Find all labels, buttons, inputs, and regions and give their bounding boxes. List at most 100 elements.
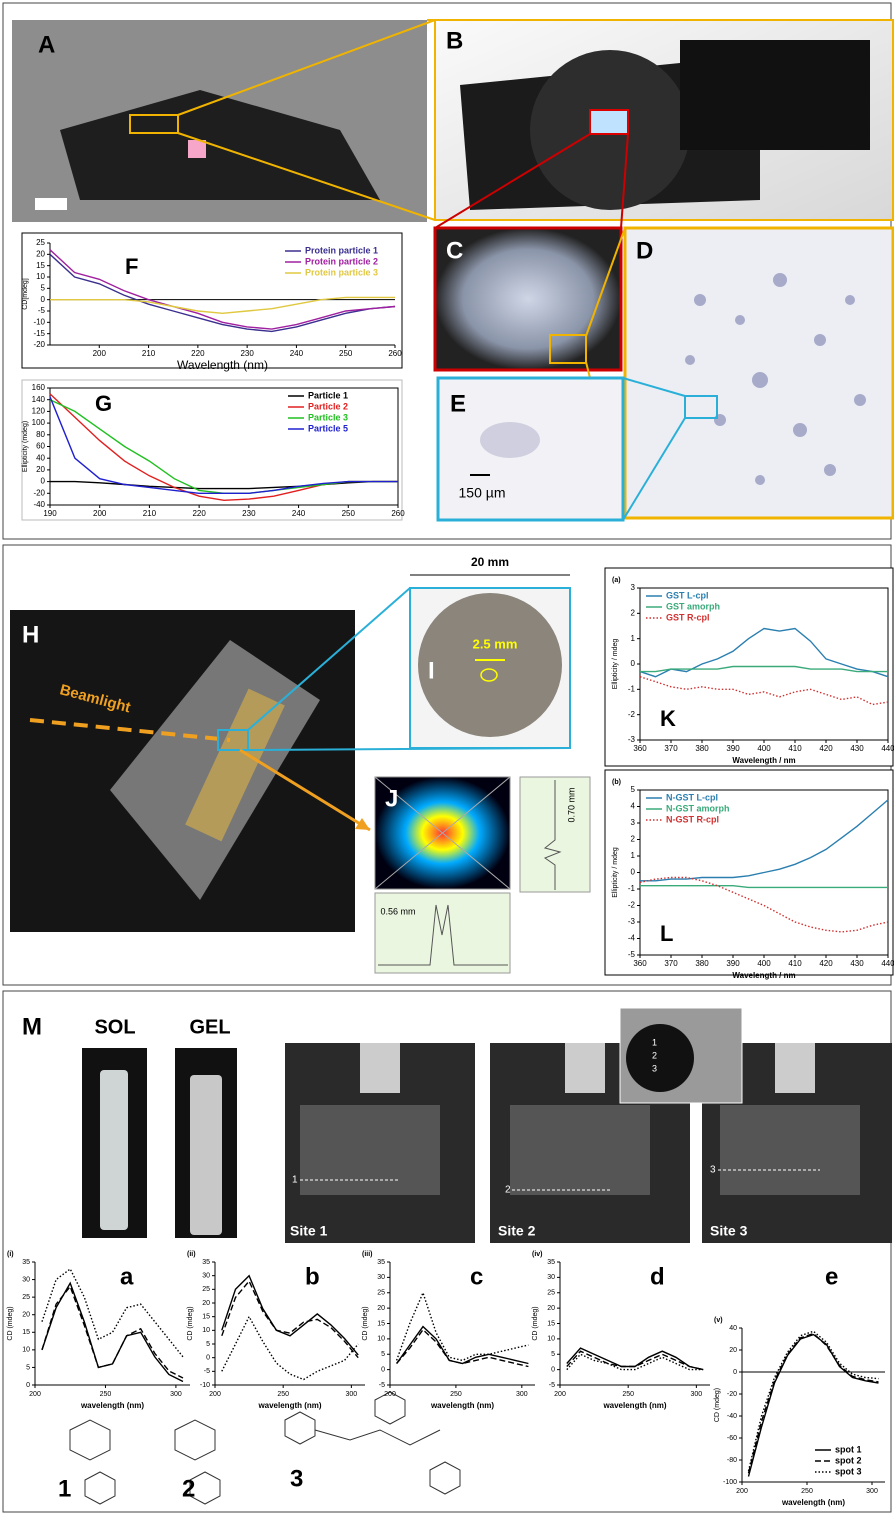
x-axis-label: wavelength (nm) bbox=[80, 1401, 144, 1410]
panel-letter: e bbox=[825, 1263, 838, 1290]
x-tick-label: 380 bbox=[695, 959, 709, 968]
x-tick-label: 250 bbox=[277, 1391, 289, 1398]
panel-tag: (iv) bbox=[532, 1251, 543, 1258]
panel-letter: G bbox=[95, 391, 112, 416]
x-tick-label: 440 bbox=[881, 744, 894, 753]
y-tick-label: -5 bbox=[549, 1382, 555, 1389]
y-tick-label: 0 bbox=[41, 295, 46, 304]
x-tick-label: 400 bbox=[757, 959, 771, 968]
data-line bbox=[222, 1276, 358, 1355]
y-tick-label: -80 bbox=[727, 1457, 737, 1464]
x-tick-label: 430 bbox=[850, 744, 864, 753]
panel-letter: C bbox=[446, 237, 463, 264]
dimension-label: 20 mm bbox=[471, 555, 509, 569]
y-tick-label: 10 bbox=[547, 1336, 555, 1343]
y-tick-label: 4 bbox=[631, 802, 636, 811]
x-tick-label: 300 bbox=[346, 1391, 358, 1398]
x-tick-label: 440 bbox=[881, 959, 894, 968]
y-tick-label: 15 bbox=[36, 261, 45, 270]
x-tick-label: 200 bbox=[209, 1391, 221, 1398]
x-tick-label: 390 bbox=[726, 744, 740, 753]
vial bbox=[100, 1070, 128, 1230]
x-axis-label: wavelength (nm) bbox=[430, 1401, 494, 1410]
y-tick-label: -20 bbox=[33, 488, 45, 497]
y-tick-label: 5 bbox=[381, 1351, 385, 1358]
x-tick-label: 200 bbox=[384, 1391, 396, 1398]
legend-label: spot 3 bbox=[835, 1466, 862, 1476]
chart-frame bbox=[605, 770, 893, 975]
panel-tag: (b) bbox=[612, 779, 621, 786]
y-tick-label: 20 bbox=[729, 1347, 737, 1354]
x-tick-label: 300 bbox=[866, 1488, 878, 1495]
x-axis-label: Wavelength / nm bbox=[732, 756, 795, 765]
x-tick-label: 200 bbox=[736, 1488, 748, 1495]
legend-label: GST R-cpl bbox=[666, 612, 710, 622]
disk bbox=[418, 593, 562, 737]
y-tick-label: 25 bbox=[36, 238, 45, 247]
y-tick-label: 10 bbox=[22, 1347, 30, 1354]
panel-letter: K bbox=[660, 706, 676, 731]
spot-label: 2.5 mm bbox=[473, 636, 518, 651]
x-tick-label: 200 bbox=[554, 1391, 566, 1398]
x-tick-label: 300 bbox=[691, 1391, 703, 1398]
panel-letter: c bbox=[470, 1263, 483, 1290]
y-tick-label: 25 bbox=[22, 1294, 30, 1301]
x-tick-label: 200 bbox=[29, 1391, 41, 1398]
legend-label: Protein particle 1 bbox=[305, 245, 378, 255]
x-axis-label: Wavelength / nm bbox=[732, 971, 795, 980]
x-tick-label: 430 bbox=[850, 959, 864, 968]
panel-letter: E bbox=[450, 390, 466, 417]
y-axis-label: CD (mdeg) bbox=[187, 1306, 194, 1340]
site-mark: 2 bbox=[505, 1185, 511, 1196]
data-line bbox=[42, 1283, 183, 1381]
y-tick-label: 20 bbox=[202, 1300, 210, 1307]
x-tick-label: 200 bbox=[93, 509, 107, 518]
y-tick-label: 140 bbox=[32, 395, 46, 404]
x-tick-label: 300 bbox=[170, 1391, 182, 1398]
y-tick-label: -40 bbox=[33, 500, 45, 509]
data-line bbox=[397, 1327, 529, 1364]
y-tick-label: 20 bbox=[377, 1305, 385, 1312]
y-tick-label: 120 bbox=[32, 407, 46, 416]
y-tick-label: 0 bbox=[551, 1366, 555, 1373]
y-tick-label: 30 bbox=[547, 1274, 555, 1281]
y-tick-label: 40 bbox=[36, 453, 45, 462]
x-tick-label: 210 bbox=[142, 349, 156, 358]
y-tick-label: -60 bbox=[727, 1435, 737, 1442]
x-tick-label: 250 bbox=[100, 1391, 112, 1398]
y-tick-label: -20 bbox=[33, 340, 45, 349]
x-tick-label: 410 bbox=[788, 959, 802, 968]
inset-spot: 3 bbox=[652, 1063, 657, 1073]
legend-label: N-GST amorph bbox=[666, 803, 730, 813]
x-tick-label: 250 bbox=[450, 1391, 462, 1398]
x-axis-label: wavelength (nm) bbox=[781, 1498, 845, 1507]
y-tick-label: 35 bbox=[547, 1259, 555, 1266]
site-photos bbox=[285, 1008, 892, 1243]
data-line bbox=[42, 1269, 183, 1357]
x-tick-label: 420 bbox=[819, 744, 833, 753]
x-tick-label: 410 bbox=[788, 744, 802, 753]
y-tick-label: 2 bbox=[631, 608, 636, 617]
profile-label: 0.56 mm bbox=[380, 906, 415, 916]
y-tick-label: 30 bbox=[22, 1276, 30, 1283]
y-tick-label: 30 bbox=[377, 1274, 385, 1281]
panel-letter: b bbox=[305, 1263, 320, 1290]
y-tick-label: -4 bbox=[628, 934, 636, 943]
y-tick-label: 20 bbox=[547, 1305, 555, 1312]
x-tick-label: 360 bbox=[633, 959, 647, 968]
legend-label: Particle 1 bbox=[308, 390, 348, 400]
y-tick-label: 3 bbox=[631, 583, 636, 592]
y-tick-label: 10 bbox=[377, 1336, 385, 1343]
y-tick-label: 15 bbox=[547, 1320, 555, 1327]
legend-label: Protein particle 2 bbox=[305, 256, 378, 266]
site-label: Site 3 bbox=[710, 1223, 748, 1239]
inset-spot: 2 bbox=[652, 1050, 657, 1060]
y-tick-label: 0 bbox=[381, 1366, 385, 1373]
y-tick-label: -1 bbox=[628, 884, 636, 893]
x-tick-label: 380 bbox=[695, 744, 709, 753]
y-tick-label: 35 bbox=[377, 1259, 385, 1266]
y-tick-label: 20 bbox=[22, 1312, 30, 1319]
y-tick-label: 1 bbox=[631, 634, 636, 643]
x-tick-label: 370 bbox=[664, 744, 678, 753]
legend-label: N-GST R-cpl bbox=[666, 814, 719, 824]
